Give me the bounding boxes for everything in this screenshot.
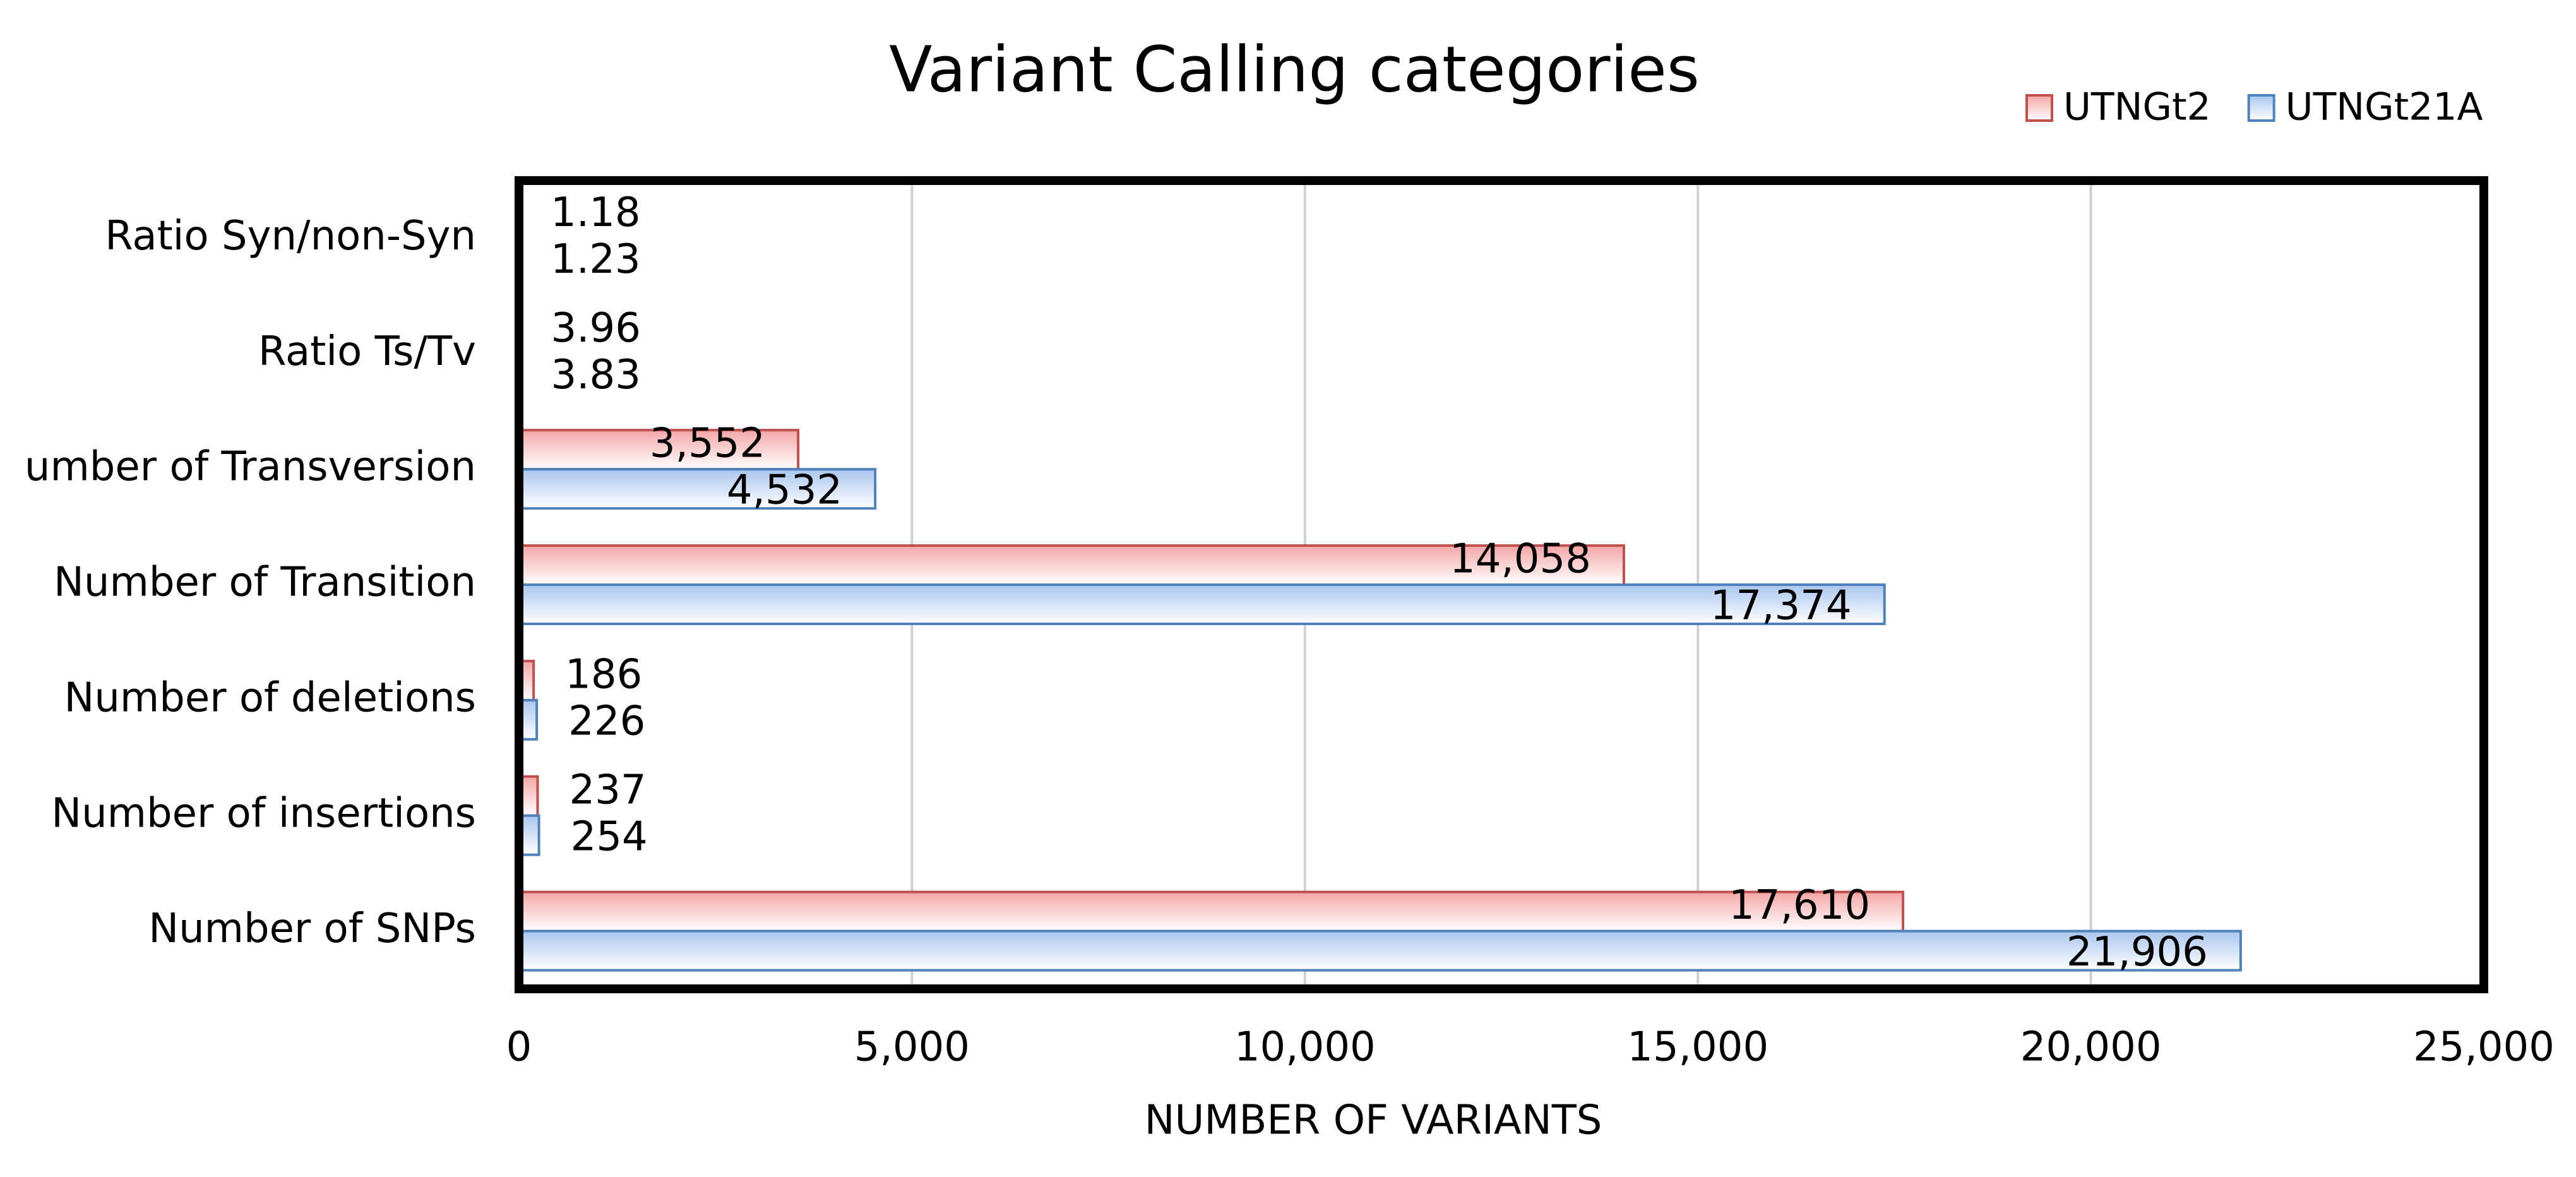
y-tick-label: Number of insertions xyxy=(51,790,476,837)
chart-title: Variant Calling categories xyxy=(889,32,1700,106)
y-tick-label: Ratio Syn/non-Syn xyxy=(105,213,476,260)
legend-swatch xyxy=(2025,94,2053,122)
data-label: 186 xyxy=(565,651,642,698)
x-tick-label: 0 xyxy=(506,1024,532,1071)
y-tick-label: Number of deletions xyxy=(64,674,476,721)
bar xyxy=(518,890,1905,933)
x-tick-label: 5,000 xyxy=(854,1024,970,1071)
y-tick-label: Number of Transition xyxy=(54,559,476,606)
data-label: 14,058 xyxy=(1450,536,1591,583)
x-tick-label: 20,000 xyxy=(2020,1024,2162,1071)
data-label: 237 xyxy=(569,767,647,813)
bar xyxy=(518,929,2242,972)
data-label: 3.83 xyxy=(551,352,641,398)
bar xyxy=(518,583,1886,625)
data-label: 3,552 xyxy=(650,421,765,467)
bar xyxy=(518,429,800,471)
data-label: 17,374 xyxy=(1710,583,1852,630)
data-label: 21,906 xyxy=(2066,929,2208,976)
legend-label: UTNGt2 xyxy=(2063,85,2211,129)
data-label: 17,610 xyxy=(1729,882,1870,929)
y-tick-label: Number of SNPs xyxy=(148,905,476,952)
data-label: 3.96 xyxy=(551,305,641,352)
data-label: 1.18 xyxy=(551,189,641,236)
data-label: 254 xyxy=(571,813,648,860)
x-axis-label: NUMBER OF VARIANTS xyxy=(1145,1097,1602,1144)
x-tick-label: 25,000 xyxy=(2413,1024,2555,1071)
plot-frame xyxy=(515,176,2488,993)
legend-label: UTNGt21A xyxy=(2286,85,2483,129)
y-tick-label: Ratio Ts/Tv xyxy=(258,328,476,375)
x-tick-label: 15,000 xyxy=(1627,1024,1768,1071)
x-tick-label: 10,000 xyxy=(1234,1024,1376,1071)
legend-swatch xyxy=(2247,94,2275,122)
data-label: 4,532 xyxy=(727,467,842,514)
data-label: 1.23 xyxy=(551,236,641,283)
data-label: 226 xyxy=(568,698,645,744)
y-tick-label: umber of Transversion xyxy=(25,444,476,491)
